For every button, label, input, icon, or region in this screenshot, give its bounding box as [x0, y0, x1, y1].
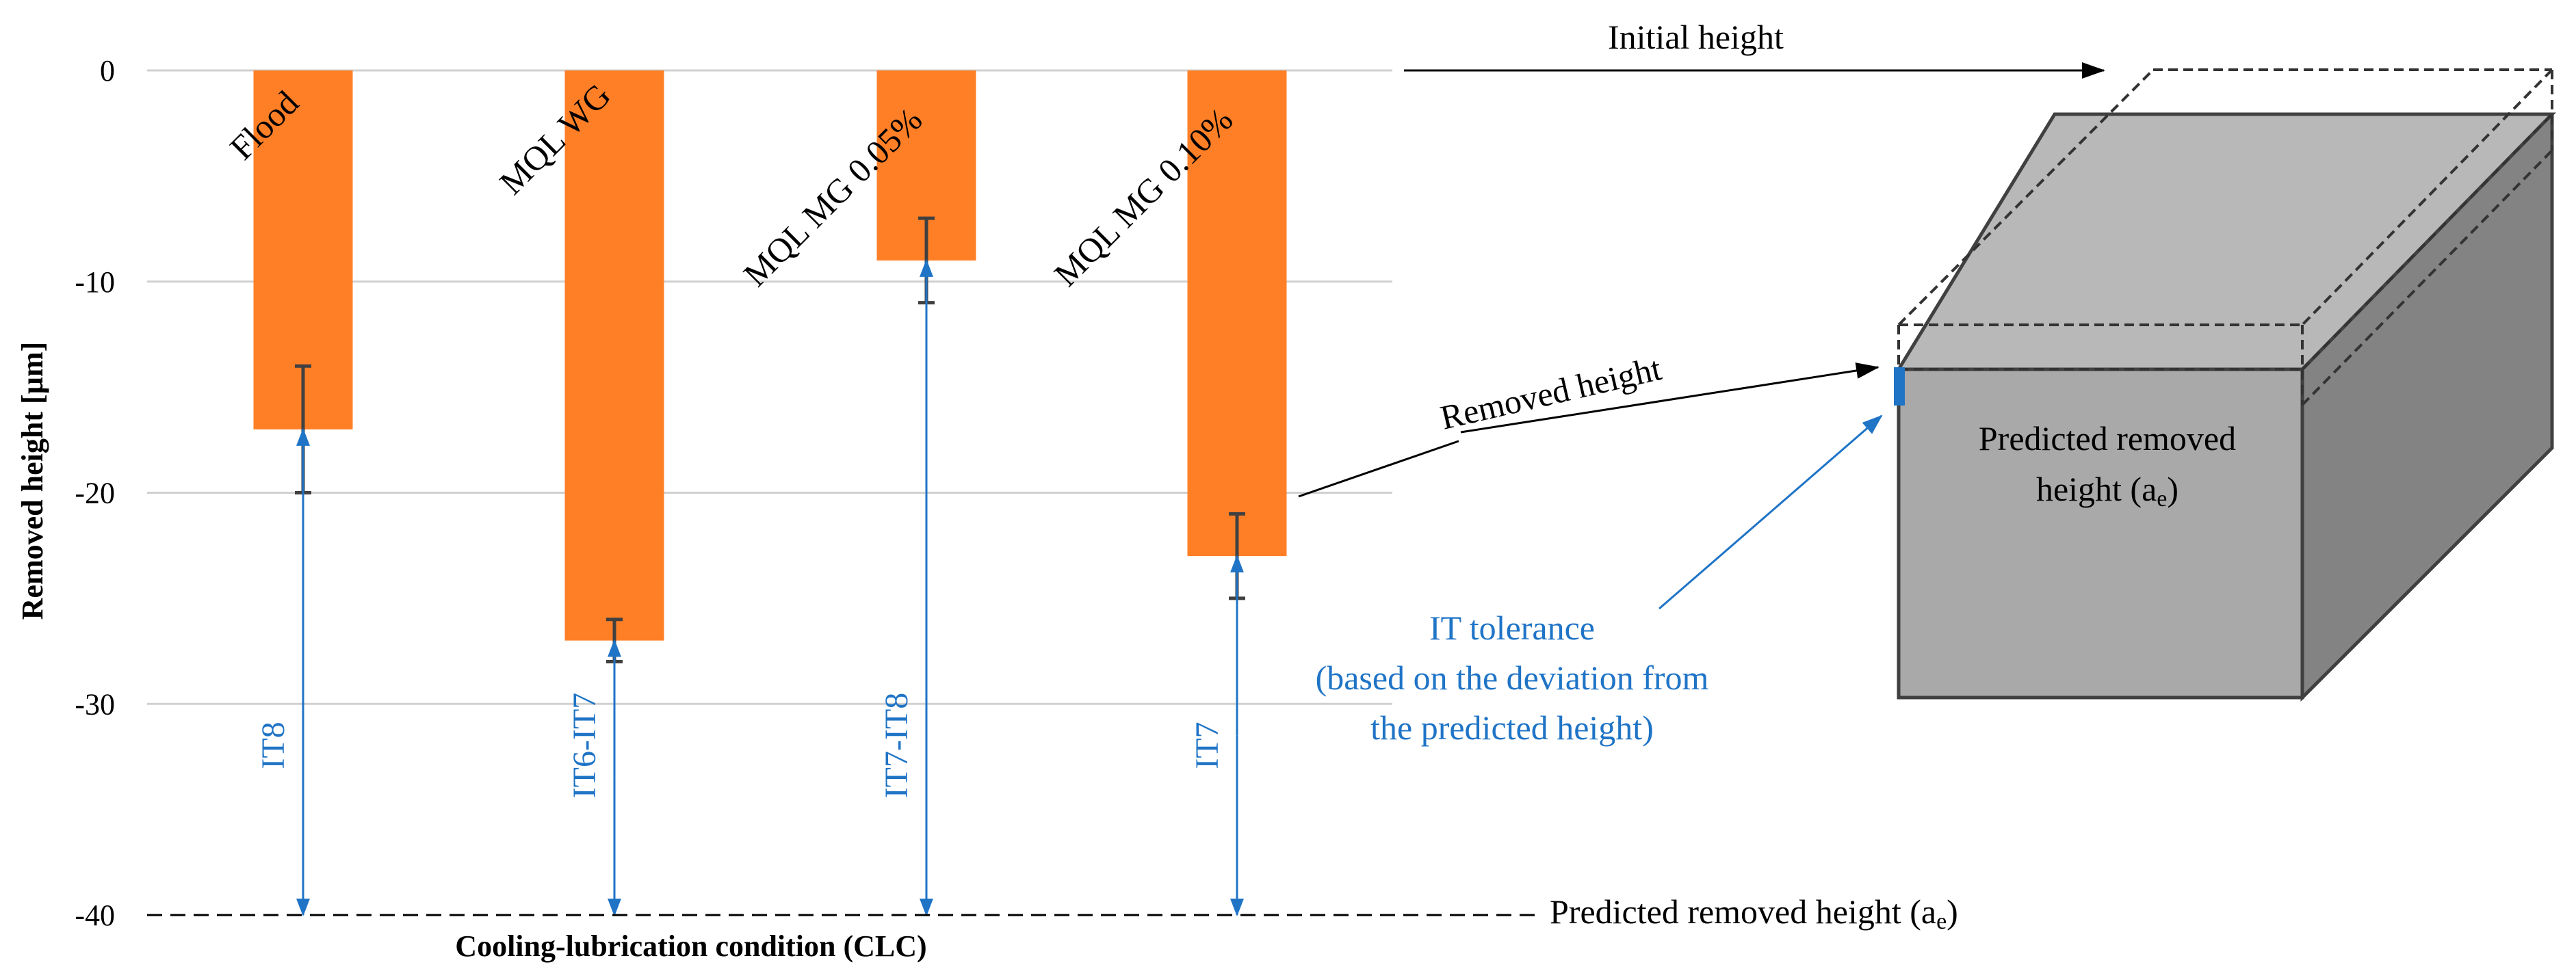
- box-label-line1: Predicted removed: [1979, 419, 2236, 458]
- box-label-line2: height (ae): [2036, 470, 2178, 512]
- x-axis-title: Cooling-lubrication condition (CLC): [455, 929, 926, 963]
- workpiece-block: Predicted removed height (ae): [1894, 68, 2556, 702]
- predicted-removed-height-prefix: Predicted removed height (a: [1550, 892, 1936, 931]
- y-tick-label: 0: [100, 54, 115, 88]
- y-tick-label: -20: [75, 477, 115, 510]
- bar: [564, 70, 664, 641]
- bar: [1187, 70, 1287, 557]
- y-axis-ticks: 0 -10 -20 -30 -40: [75, 54, 115, 932]
- y-tick-label: -40: [75, 899, 115, 932]
- predicted-removed-height-suffix: ): [1947, 892, 1958, 931]
- predicted-removed-height-sub: e: [1936, 909, 1947, 934]
- box-label-line2-sub: e: [2157, 486, 2167, 512]
- initial-height-label: Initial height: [1608, 18, 1784, 56]
- tolerance-labels: IT8 IT6-IT7 IT7-IT8 IT7: [255, 693, 1225, 799]
- it-tolerance-line3: the predicted height): [1370, 708, 1654, 747]
- removed-height-arrow-to-bar: [1298, 440, 1459, 498]
- block-front-face: [1897, 367, 2304, 700]
- gridlines: [147, 69, 1392, 705]
- removed-height-marker: [1894, 367, 1905, 406]
- y-tick-label: -30: [75, 687, 115, 721]
- tolerance-label: IT7: [1189, 721, 1225, 769]
- y-tick-label: -10: [75, 265, 115, 299]
- initial-outline: [1897, 68, 2553, 406]
- it-tolerance-arrow: [1658, 414, 1883, 610]
- y-axis-title: Removed height [µm]: [16, 342, 49, 620]
- bars: [253, 70, 1287, 641]
- tolerance-label: IT6-IT7: [567, 693, 603, 799]
- box-label-line2-prefix: height (a: [2036, 470, 2157, 508]
- tolerance-label: IT8: [255, 721, 291, 769]
- predicted-removed-height-label: Predicted removed height (ae): [1550, 892, 1958, 934]
- removed-height-label: Removed height: [1437, 349, 1665, 437]
- it-tolerance-arrows: [296, 259, 1244, 916]
- removed-height-arrow-to-box: [1460, 362, 1879, 434]
- it-tolerance-line2: (based on the deviation from: [1316, 659, 1709, 697]
- tolerance-label: IT7-IT8: [879, 693, 915, 799]
- box-label-line2-suffix: ): [2167, 470, 2178, 508]
- category-labels: Flood MQL WG MQL MG 0.05% MQL MG 0.10%: [222, 76, 1240, 293]
- it-tolerance-line1: IT tolerance: [1429, 609, 1595, 647]
